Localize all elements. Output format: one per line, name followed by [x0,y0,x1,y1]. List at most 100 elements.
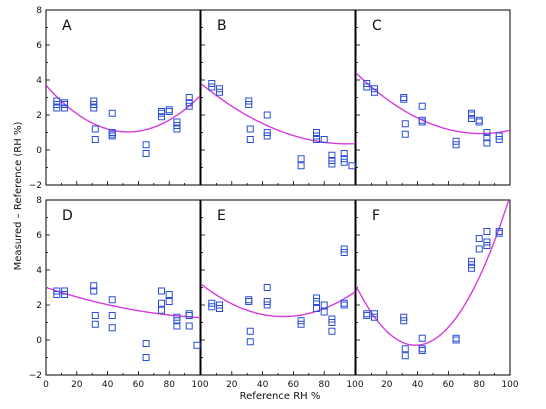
data-point [320,136,328,143]
data-point [90,104,98,112]
data-point [158,306,165,314]
data-point [313,136,320,143]
y-tick-label: 6 [36,231,42,241]
y-tick-label: 4 [36,76,42,86]
data-point [320,308,328,316]
data-point [418,347,426,354]
x-tick-label: 20 [381,380,393,390]
data-point [418,118,426,126]
data-point [108,324,116,332]
data-point [495,229,503,237]
data-point [340,301,348,309]
data-point [142,150,150,157]
data-point [108,296,116,304]
data-point [328,151,336,159]
data-point [418,345,426,353]
y-axis-title: Measured – Reference (RH %) [13,122,24,271]
data-point [90,287,98,295]
data-point [401,345,409,353]
plot-frame [45,9,201,186]
x-tick-label: 20 [226,380,238,390]
data-point [328,160,336,168]
data-point [91,320,99,328]
data-point [340,158,348,166]
panel-letter: A [62,18,72,34]
x-tick-label: 100 [191,380,208,390]
x-tick-label: 100 [501,380,518,390]
y-tick-label: −2 [29,181,42,191]
data-point [263,301,271,309]
data-point [452,336,460,344]
panel-letter: C [372,18,382,34]
y-tick-label: 2 [36,301,42,311]
data-point [193,341,201,349]
x-tick-label: 40 [102,380,114,390]
data-point [142,354,150,361]
data-point [246,125,254,133]
x-tick-label: 100 [346,380,363,390]
x-tick-label: 40 [412,380,424,390]
data-point [158,287,165,295]
x-axis-title: Reference RH % [240,391,321,402]
x-tick-label: 20 [71,380,83,390]
data-point [245,298,253,305]
data-point [483,242,491,249]
data-point [297,320,305,328]
data-point [483,139,491,147]
fit-curve [201,82,355,145]
data-point [363,83,371,91]
x-tick-label: 40 [257,380,269,390]
fit-curve [356,200,510,346]
data-point [328,327,336,335]
data-point [400,94,408,101]
data-point [313,298,320,305]
data-point [173,317,181,325]
data-point [245,296,253,304]
data-point [91,136,99,143]
x-tick-label: 0 [43,380,49,390]
data-point [108,130,116,138]
plot-frame [355,9,511,186]
data-point [185,94,193,101]
data-point [90,282,98,290]
data-point [158,299,165,307]
y-tick-label: 4 [36,266,42,276]
data-point [400,95,408,103]
data-point [418,334,426,342]
data-point [60,104,68,112]
data-point [215,88,223,96]
x-tick-label: 80 [473,380,485,390]
data-point [173,322,181,330]
data-point [91,125,99,133]
data-point [313,305,320,312]
panel-letter: B [217,18,227,34]
data-point [340,299,348,307]
data-point [418,102,426,110]
panel-a: −2 0 2 4 6 8 A [29,6,201,191]
panel-letter: F [372,208,380,224]
plot-frame [45,199,201,376]
data-point [142,340,150,347]
data-point [165,298,173,305]
x-tick-label: 60 [133,380,145,390]
fit-curve [356,72,510,135]
panel-c: C [355,9,511,186]
data-point [495,136,503,143]
data-point [475,118,483,126]
data-point [60,291,68,298]
data-point [215,305,223,312]
data-point [108,132,116,140]
y-tick-label: −2 [29,371,42,381]
data-point [246,136,254,143]
data-point [208,83,216,91]
data-point [158,113,165,121]
data-point [483,134,491,142]
data-point [263,111,271,119]
data-point [320,301,328,309]
data-point [245,101,253,108]
data-point [263,284,271,291]
y-tick-label: 0 [36,146,42,156]
data-point [401,130,409,138]
data-point [401,120,409,128]
data-point [468,264,475,272]
